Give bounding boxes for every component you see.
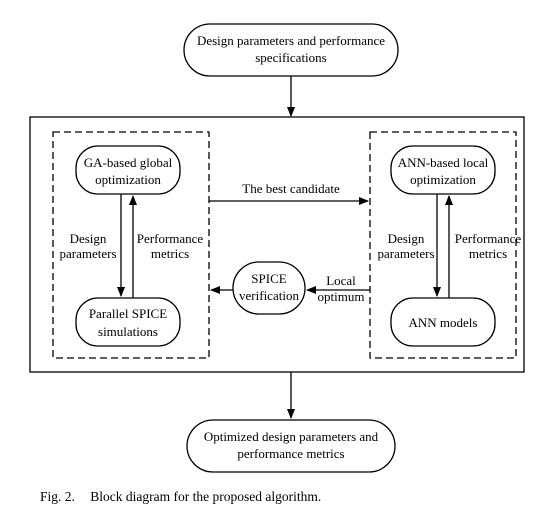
- parallel-spice-line2: simulations: [98, 324, 158, 339]
- global-optimization-group: [52, 131, 210, 359]
- local-optimum-label-line2: optimum: [318, 289, 365, 304]
- spice-verification-node: SPICE verification: [232, 261, 306, 315]
- design-specifications-line1: Design parameters and performance: [197, 33, 385, 48]
- parallel-spice-line1: Parallel SPICE: [89, 306, 167, 321]
- left-perf-label-line2: metrics: [151, 246, 189, 261]
- design-specifications-node: Design parameters and performance specif…: [183, 23, 399, 77]
- right-design-label-line2: parameters: [377, 246, 434, 261]
- ga-line1: GA-based global: [84, 155, 173, 170]
- right-design-label-line1: Design: [388, 231, 425, 246]
- ann-local-optimization-node: ANN-based local optimization: [390, 145, 496, 195]
- ga-line2: optimization: [95, 172, 161, 187]
- optimized-output-line2: performance metrics: [237, 446, 344, 461]
- optimized-output-node: Optimized design parameters and performa…: [186, 419, 396, 473]
- ann-local-line1: ANN-based local: [398, 155, 489, 170]
- figure-caption: Fig. 2. Block diagram for the proposed a…: [40, 489, 321, 505]
- spice-verification-line1: SPICE: [251, 271, 286, 286]
- right-perf-label-line1: Performance: [455, 231, 522, 246]
- local-optimization-group: [369, 131, 517, 359]
- ann-models-node: ANN models: [390, 297, 496, 347]
- parallel-spice-node: Parallel SPICE simulations: [75, 297, 181, 347]
- ann-local-line2: optimization: [410, 172, 476, 187]
- ann-models-label: ANN models: [409, 315, 478, 330]
- spice-verification-line2: verification: [239, 288, 299, 303]
- outer-optimization-box: [29, 116, 525, 373]
- left-perf-label-line1: Performance: [137, 231, 204, 246]
- right-perf-label-line2: metrics: [469, 246, 507, 261]
- design-specifications-line2: specifications: [255, 50, 326, 65]
- best-candidate-label: The best candidate: [242, 181, 340, 196]
- optimized-output-line1: Optimized design parameters and: [204, 429, 379, 444]
- figure-number: Fig. 2.: [40, 489, 75, 504]
- local-optimum-label-line1: Local: [326, 273, 356, 288]
- left-design-label-line1: Design: [70, 231, 107, 246]
- left-design-label-line2: parameters: [59, 246, 116, 261]
- ga-global-optimization-node: GA-based global optimization: [75, 145, 181, 195]
- figure-caption-text: Block diagram for the proposed algorithm…: [90, 489, 322, 504]
